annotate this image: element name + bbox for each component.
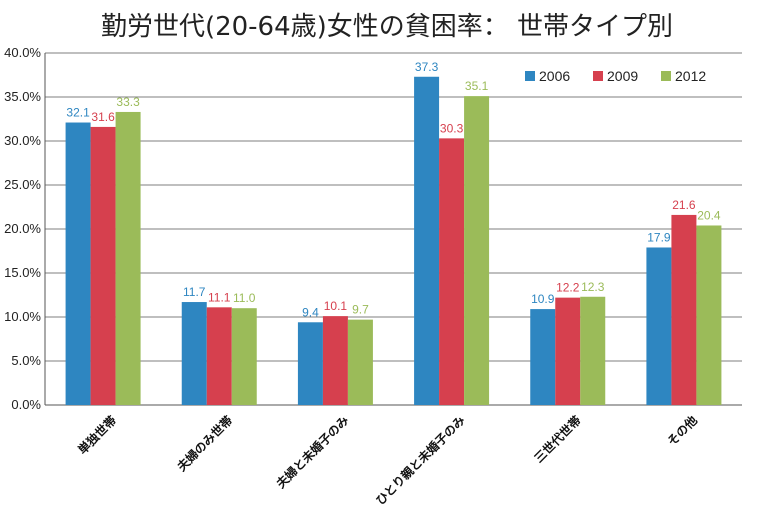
data-label: 20.4: [697, 208, 721, 222]
data-label: 9.7: [352, 303, 369, 317]
legend-label: 2012: [675, 68, 706, 84]
bar: [580, 296, 606, 405]
data-label: 12.3: [581, 280, 605, 294]
bar: [322, 316, 348, 405]
bar: [555, 297, 581, 405]
data-label: 10.9: [531, 292, 555, 306]
data-label: 33.3: [116, 95, 140, 109]
y-tick-label: 15.0%: [4, 265, 41, 280]
data-label: 10.1: [324, 299, 348, 313]
x-category-label: その他: [664, 413, 700, 449]
data-label: 11.0: [233, 291, 256, 305]
bar: [90, 126, 116, 406]
data-label: 21.6: [672, 198, 696, 212]
data-label: 11.7: [183, 285, 206, 299]
data-label: 30.3: [440, 121, 464, 135]
y-tick-label: 25.0%: [4, 177, 41, 192]
y-tick-label: 20.0%: [4, 221, 41, 236]
data-label: 32.1: [66, 106, 90, 120]
bar: [181, 302, 207, 405]
data-label: 17.9: [647, 230, 671, 244]
bar: [646, 247, 672, 405]
legend-swatch: [525, 71, 535, 81]
legend-swatch: [661, 71, 671, 81]
data-label: 9.4: [302, 305, 319, 319]
x-category-label: ひとり親と未婚子のみ: [372, 413, 467, 508]
y-tick-label: 35.0%: [4, 89, 41, 104]
legend-label: 2009: [607, 68, 638, 84]
bar: [439, 138, 465, 406]
bar: [347, 319, 373, 405]
bar: [231, 308, 257, 405]
y-tick-label: 5.0%: [11, 353, 41, 368]
x-category-label: 夫婦と未婚子のみ: [272, 413, 351, 492]
bar: [65, 122, 91, 406]
data-label: 11.1: [208, 290, 231, 304]
x-category-label: 三世代世帯: [531, 413, 584, 466]
x-category-label: 単独世帯: [75, 413, 120, 458]
bar: [464, 96, 490, 406]
bar: [297, 322, 323, 405]
legend-label: 2006: [539, 68, 570, 84]
bar: [696, 225, 722, 405]
y-tick-label: 40.0%: [4, 45, 41, 60]
legend-swatch: [593, 71, 603, 81]
data-label: 31.6: [91, 110, 115, 124]
y-tick-label: 0.0%: [11, 397, 41, 412]
bar: [115, 111, 141, 406]
bar: [671, 214, 697, 405]
y-tick-label: 10.0%: [4, 309, 41, 324]
data-label: 12.2: [556, 281, 580, 295]
y-tick-label: 30.0%: [4, 133, 41, 148]
bar: [530, 309, 556, 405]
data-label: 37.3: [415, 60, 439, 74]
bar: [414, 76, 440, 405]
chart-title: 勤労世代(20-64歳)女性の貧困率： 世帯タイプ別: [100, 12, 674, 42]
bar: [206, 307, 232, 405]
data-label: 35.1: [465, 79, 489, 93]
x-category-label: 夫婦のみ世帯: [173, 413, 235, 475]
